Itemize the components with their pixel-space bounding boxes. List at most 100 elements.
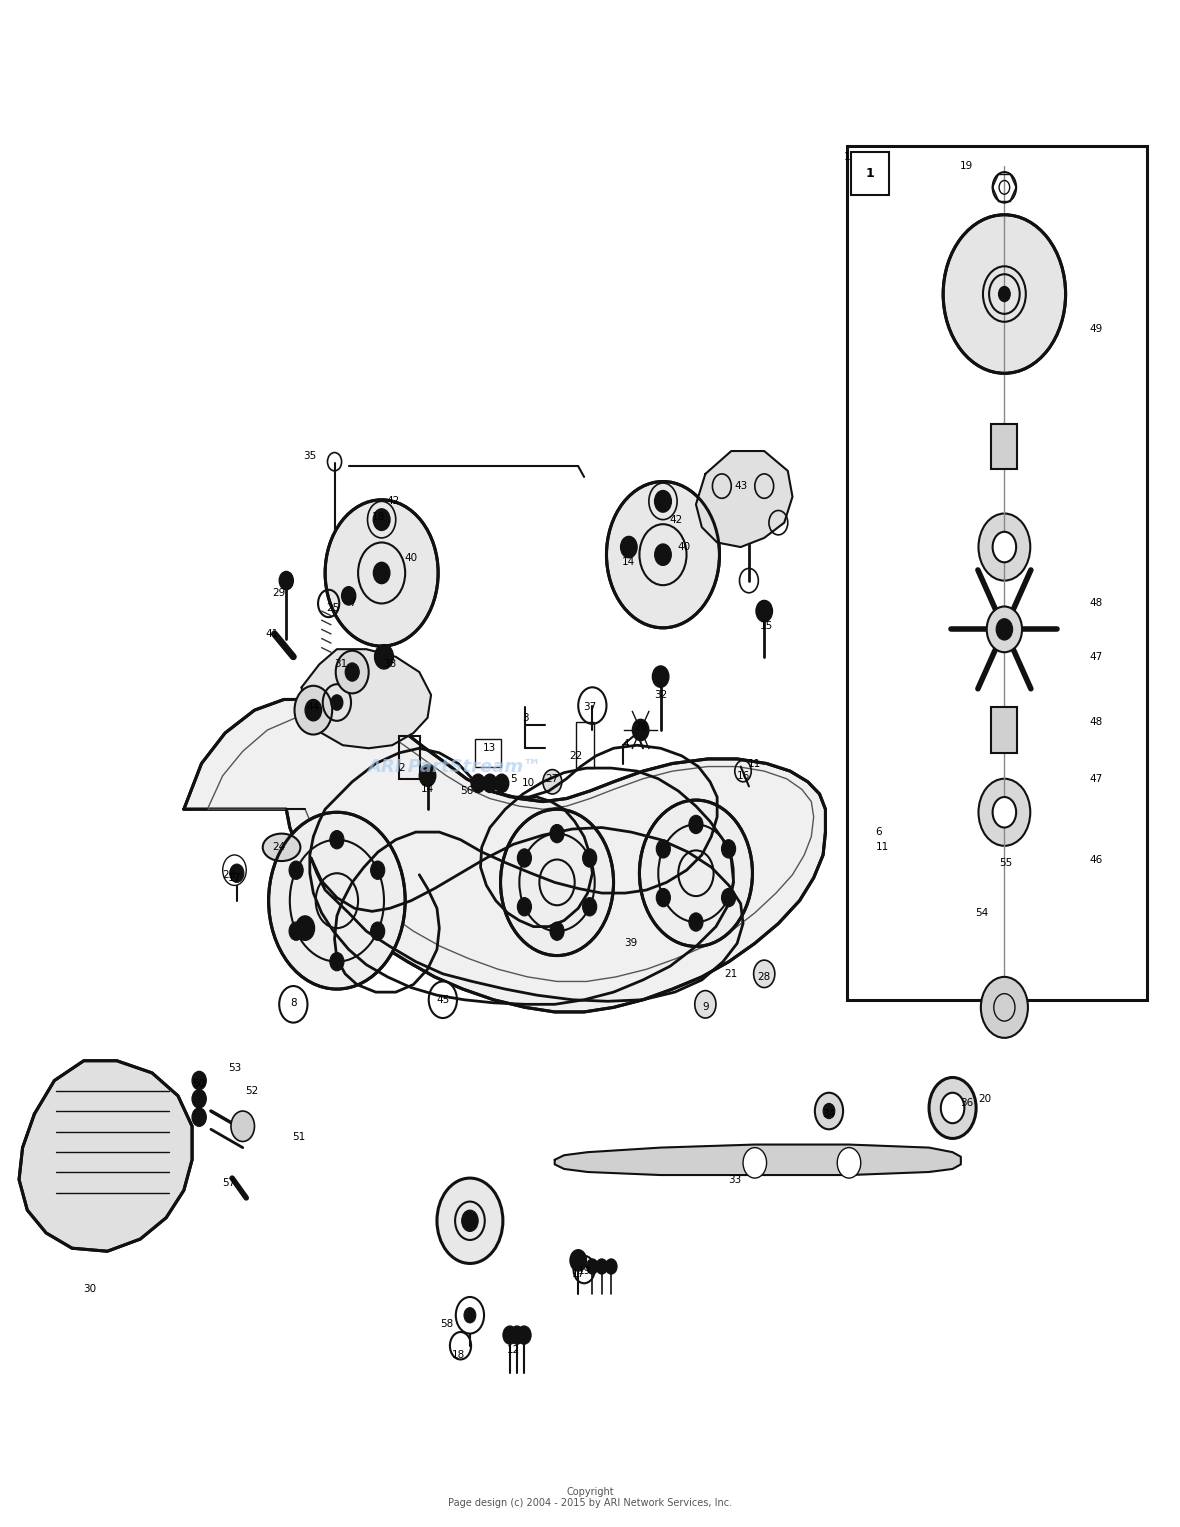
Circle shape (280, 986, 308, 1023)
Text: 7: 7 (349, 599, 355, 608)
Text: 15: 15 (760, 621, 773, 631)
Text: 18: 18 (452, 1350, 465, 1361)
Circle shape (192, 1090, 206, 1109)
Text: 55: 55 (999, 858, 1012, 867)
Circle shape (503, 1325, 517, 1344)
Circle shape (332, 695, 342, 710)
Text: 31: 31 (334, 660, 347, 669)
Circle shape (336, 651, 368, 693)
Circle shape (570, 1249, 586, 1270)
Circle shape (231, 1112, 255, 1142)
Text: 57: 57 (222, 1177, 235, 1188)
Circle shape (373, 562, 389, 583)
Text: 34: 34 (822, 1109, 835, 1119)
Text: 26: 26 (634, 722, 648, 731)
Circle shape (998, 287, 1010, 302)
Text: 41: 41 (266, 629, 278, 638)
Circle shape (517, 849, 531, 867)
Circle shape (550, 825, 564, 843)
Bar (991, 707, 1017, 753)
Circle shape (632, 719, 649, 741)
Circle shape (455, 1296, 484, 1333)
Circle shape (464, 1307, 476, 1322)
Text: 50: 50 (192, 1078, 205, 1089)
Text: 4: 4 (622, 739, 629, 748)
Text: 53: 53 (228, 1063, 241, 1073)
Circle shape (640, 800, 753, 947)
Bar (474, 739, 500, 767)
Text: 6: 6 (876, 828, 881, 837)
Text: 48: 48 (1089, 718, 1103, 727)
Circle shape (510, 1325, 524, 1344)
Text: 5: 5 (510, 774, 517, 783)
Circle shape (583, 898, 597, 916)
Circle shape (978, 779, 1030, 846)
Bar (846, 147, 1147, 1000)
Text: 40: 40 (405, 553, 418, 563)
Text: 52: 52 (245, 1086, 258, 1096)
Circle shape (295, 686, 333, 734)
Text: 44: 44 (307, 702, 320, 712)
Text: 20: 20 (978, 1093, 991, 1104)
Text: Copyright: Copyright (566, 1487, 614, 1496)
Circle shape (223, 855, 247, 886)
Text: Page design (c) 2004 - 2015 by ARI Network Services, Inc.: Page design (c) 2004 - 2015 by ARI Netwo… (448, 1498, 732, 1507)
Circle shape (695, 991, 716, 1019)
Text: 35: 35 (303, 450, 316, 461)
Circle shape (330, 831, 343, 849)
Circle shape (428, 982, 457, 1019)
Circle shape (981, 977, 1028, 1038)
Text: 58: 58 (440, 1319, 453, 1330)
Text: 16: 16 (736, 771, 749, 780)
Ellipse shape (263, 834, 301, 861)
Circle shape (655, 544, 671, 565)
Text: 1: 1 (844, 151, 850, 162)
Circle shape (743, 1148, 767, 1179)
Polygon shape (555, 1145, 961, 1176)
Circle shape (326, 499, 438, 646)
Circle shape (371, 861, 385, 880)
Text: 21: 21 (725, 968, 738, 979)
Text: 51: 51 (293, 1132, 306, 1142)
Circle shape (940, 1093, 964, 1124)
Circle shape (517, 898, 531, 916)
Circle shape (419, 765, 435, 786)
Text: 23: 23 (222, 870, 235, 880)
Circle shape (345, 663, 359, 681)
Text: 36: 36 (961, 1098, 974, 1109)
Text: 19: 19 (577, 1266, 591, 1277)
Circle shape (815, 1093, 843, 1130)
Text: 9: 9 (702, 1002, 709, 1012)
Circle shape (929, 1078, 976, 1139)
Bar (851, 153, 889, 195)
Circle shape (653, 666, 669, 687)
Circle shape (838, 1148, 860, 1179)
Circle shape (754, 960, 775, 988)
Text: 17: 17 (228, 873, 241, 883)
Text: 11: 11 (748, 759, 761, 768)
Circle shape (192, 1072, 206, 1090)
Text: 17: 17 (571, 1269, 585, 1280)
Circle shape (296, 916, 315, 941)
Text: 45: 45 (437, 994, 450, 1005)
Circle shape (721, 889, 735, 907)
Text: 56: 56 (460, 786, 473, 796)
Circle shape (986, 606, 1022, 652)
Circle shape (1007, 907, 1021, 925)
Text: 47: 47 (1089, 652, 1103, 661)
Text: 13: 13 (484, 744, 497, 753)
Circle shape (824, 1104, 835, 1119)
Circle shape (605, 1258, 617, 1274)
Text: 47: 47 (1089, 774, 1103, 783)
Text: 33: 33 (728, 1174, 741, 1185)
Polygon shape (19, 1061, 192, 1251)
Text: 42: 42 (387, 496, 400, 507)
Circle shape (192, 1109, 206, 1127)
Circle shape (280, 571, 294, 589)
Text: 38: 38 (384, 660, 396, 669)
Bar (991, 423, 1017, 469)
Text: 42: 42 (669, 515, 682, 525)
Text: 39: 39 (624, 939, 638, 948)
Text: 3: 3 (522, 713, 529, 722)
Circle shape (269, 812, 405, 989)
